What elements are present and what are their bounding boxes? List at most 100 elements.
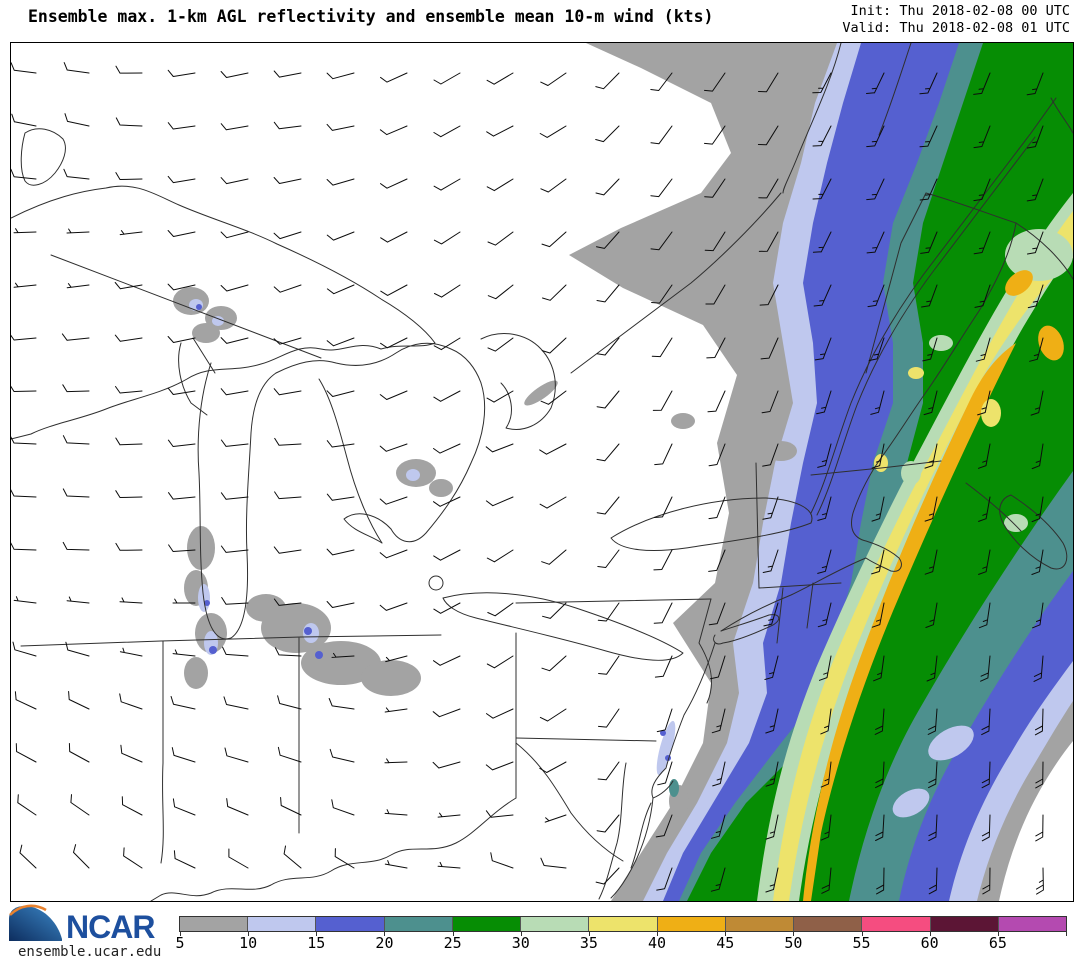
colorbar-tick-label: 15: [307, 934, 326, 952]
colorbar-tick: [316, 931, 318, 936]
colorbar-tick: [793, 931, 795, 936]
colorbar-tick-label: 40: [648, 934, 667, 952]
isle-royale: [20, 128, 66, 186]
colorbar-segment: [180, 917, 248, 931]
colorbar-tick: [520, 931, 522, 936]
lake-superior-outline: [11, 185, 436, 440]
map-outlines: [11, 43, 1073, 901]
site-url: ensemble.ucar.edu: [18, 944, 162, 960]
ncar-logo: NCAR ensemble.ucar.edu: [8, 903, 178, 961]
reflectivity-cell: [929, 335, 953, 351]
wind-barbs: [11, 62, 1044, 895]
st-lawrence-river-2: [816, 136, 1036, 516]
colorbar-segment: [656, 917, 725, 931]
atlantic-coastline: [720, 222, 1017, 632]
reflectivity-layer: [173, 43, 1073, 901]
st-lawrence-river: [810, 97, 1057, 514]
colorbar-segment: [383, 917, 452, 931]
border-line: [50, 254, 322, 359]
lake-erie-outline: [442, 592, 684, 661]
ottawa-river: [570, 192, 782, 374]
ncar-wordmark: NCAR: [66, 909, 155, 945]
reflectivity-cell: [901, 461, 921, 485]
colorbar-segment: [247, 917, 316, 931]
wind-barbs-layer: [11, 62, 1044, 895]
colorbar-tick: [384, 931, 386, 936]
ohio-river: [150, 797, 517, 901]
colorbar-segment: [861, 917, 930, 931]
weather-map: [10, 42, 1074, 902]
colorbar-tick-label: 35: [579, 934, 598, 952]
wv-border: [515, 742, 624, 862]
saginaw-bay: [343, 513, 392, 544]
quebec-river: [782, 43, 842, 194]
init-time: Init: Thu 2018-02-08 00 UTC: [850, 3, 1070, 19]
reflectivity-cell: [1005, 270, 1033, 296]
maine-nb-border: [925, 192, 1017, 224]
lake-st-clair: [428, 575, 444, 591]
colorbar-tick: [997, 931, 999, 936]
colorbar-tick-label: 55: [852, 934, 871, 952]
colorbar-tick: [1066, 931, 1067, 936]
ne-state-border-1: [755, 462, 760, 589]
pa-md-border: [515, 737, 657, 742]
lake-huron-body: [390, 382, 486, 543]
colorbar-segment: [724, 917, 794, 931]
georgian-bay: [480, 333, 556, 430]
colorbar-tick-label: 25: [443, 934, 462, 952]
ny-nj-border: [698, 598, 713, 704]
lake-ontario-outline: [610, 497, 813, 552]
map-canvas: [11, 43, 1073, 901]
colorbar-tick-label: 45: [716, 934, 735, 952]
reflectivity-cell: [928, 725, 974, 761]
colorbar-segment: [997, 917, 1067, 931]
reflectivity-colorbar: 5 10 15 20 25 30 35 40 45 50 55 60 65: [175, 916, 1067, 961]
ne-state-border-2: [758, 582, 842, 589]
ne-state-border-3: [776, 587, 784, 644]
michigan-south-border: [20, 634, 442, 647]
colorbar-tick-label: 20: [375, 934, 394, 952]
door-peninsula: [192, 337, 216, 374]
colorbar-tick-label: 50: [784, 934, 803, 952]
colorbar-tick-label: 10: [239, 934, 258, 952]
reflectivity-cell: [908, 367, 924, 379]
colorbar-segment: [451, 917, 521, 931]
nova-scotia: [999, 494, 1068, 570]
colorbar-tick: [725, 931, 727, 936]
model-times: Init: Thu 2018-02-08 00 UTC Valid: Thu 2…: [842, 3, 1070, 37]
maine-border: [865, 192, 927, 374]
colorbar-tick: [929, 931, 931, 936]
ncar-swoosh-icon: [9, 904, 62, 941]
nj-delmarva-coast: [610, 642, 716, 899]
lake-huron-west-shore: [318, 378, 383, 544]
colorbar-tick-label: 5: [175, 934, 185, 952]
colorbar-tick-label: 30: [511, 934, 530, 952]
colorbar-tick: [861, 931, 863, 936]
colorbar-tick: [248, 931, 250, 936]
colorbar-segment: [588, 917, 657, 931]
reflectivity-cell: [981, 399, 1001, 427]
gulf-coast-ne: [1050, 97, 1073, 134]
reflectivity-cell: [892, 788, 930, 818]
lake-huron-north-shore: [275, 342, 482, 384]
pa-ny-border: [515, 598, 712, 604]
colorbar-segment: [520, 917, 589, 931]
page-title: Ensemble max. 1-km AGL reflectivity and …: [28, 7, 714, 26]
ne-state-border-4: [806, 582, 814, 629]
colorbar-tick-label: 60: [920, 934, 939, 952]
green-bay: [178, 342, 208, 416]
colorbar-segment: [929, 917, 998, 931]
colorbar-tick: [452, 931, 454, 936]
il-in-border: [160, 640, 164, 864]
reflectivity-cell: [1038, 325, 1064, 361]
colorbar-tick-label: 65: [988, 934, 1007, 952]
clear-se-corner: [999, 741, 1073, 901]
colorbar-tick: [657, 931, 659, 936]
colorbar-tick: [180, 931, 181, 936]
colorbar-tick: [588, 931, 590, 936]
valid-time: Valid: Thu 2018-02-08 01 UTC: [842, 20, 1070, 36]
colorbar-segments: [179, 916, 1067, 932]
colorbar-segment: [315, 917, 384, 931]
reflectivity-cell: [1004, 514, 1028, 532]
